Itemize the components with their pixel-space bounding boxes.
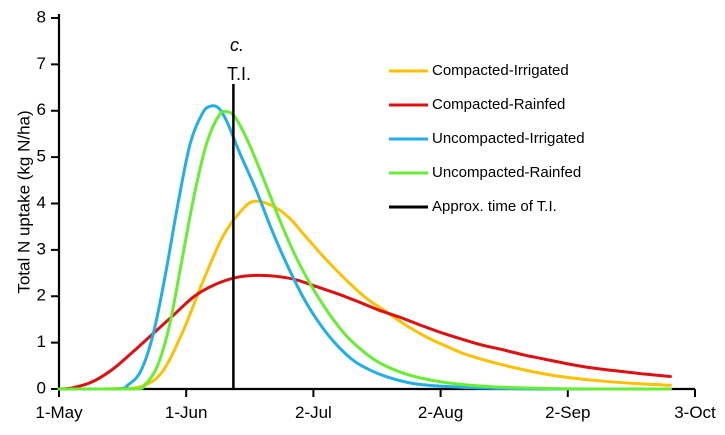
- y-tick-label: 1: [37, 332, 46, 351]
- series-line-uncompacted-rainfed: [57, 109, 672, 391]
- x-tick-label: 2-Aug: [418, 403, 463, 422]
- legend-label-uncompacted-irrigated: Uncompacted-Irrigated: [432, 130, 585, 147]
- y-tick-label: 4: [37, 193, 46, 212]
- y-axis-label: Total N uptake (kg N/ha): [14, 110, 33, 293]
- y-tick-label: 3: [37, 239, 46, 258]
- y-axis: 0 1 2 3 4 5 6 7 8 Total N uptake (kg N/ha): [14, 7, 61, 397]
- y-tick-label: 2: [37, 286, 46, 305]
- y-tick-label: 7: [37, 54, 46, 73]
- x-tick-label: 2-Jul: [295, 403, 332, 422]
- series-line-uncompacted-irrigated: [57, 104, 672, 391]
- marker-layer: c. T.I.: [227, 35, 251, 389]
- x-tick-label: 3-Oct: [674, 403, 716, 422]
- x-axis: 1-May 1-Jun 2-Jul 2-Aug 2-Sep 3-Oct: [35, 387, 716, 422]
- legend-label-approx-time-of-t-i-: Approx. time of T.I.: [432, 198, 557, 215]
- x-tick-label: 1-May: [35, 403, 83, 422]
- panel-letter-annotation: c.: [230, 35, 244, 55]
- y-tick-label: 0: [37, 378, 46, 397]
- legend: Compacted-Irrigated Compacted-Rainfed Unco…: [389, 62, 585, 215]
- x-tick-label: 2-Sep: [545, 403, 590, 422]
- y-tick-label: 8: [37, 7, 46, 26]
- y-tick-label: 5: [37, 147, 46, 166]
- series-line-compacted-irrigated: [57, 199, 672, 391]
- x-tick-label: 1-Jun: [165, 403, 208, 422]
- y-tick-label: 6: [37, 100, 46, 119]
- series-line-compacted-rainfed: [57, 273, 672, 391]
- legend-label-uncompacted-rainfed: Uncompacted-Rainfed: [432, 164, 581, 181]
- legend-label-compacted-rainfed: Compacted-Rainfed: [432, 96, 565, 113]
- series-layer: [57, 104, 672, 391]
- marker-label-annotation: T.I.: [227, 64, 251, 84]
- x-ticks: 1-May 1-Jun 2-Jul 2-Aug 2-Sep 3-Oct: [35, 389, 716, 422]
- legend-label-compacted-irrigated: Compacted-Irrigated: [432, 62, 569, 79]
- y-ticks: 0 1 2 3 4 5 6 7 8: [37, 7, 59, 397]
